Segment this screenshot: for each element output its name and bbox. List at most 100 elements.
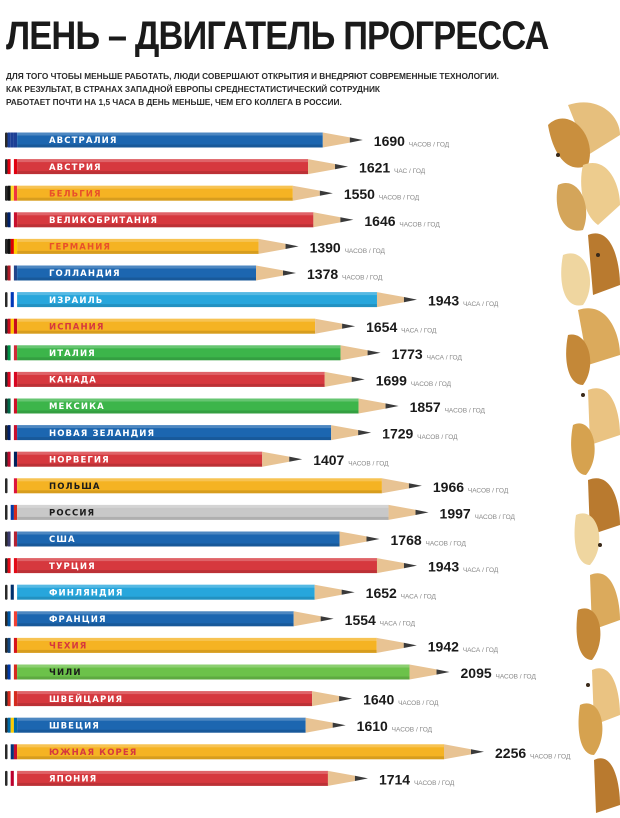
pencil-flag-stripe (7, 132, 11, 148)
pencil-cap (5, 770, 8, 786)
pencil-flag-stripe (7, 345, 11, 361)
pencil-lead (342, 323, 356, 329)
pencil-flag-stripe (10, 504, 14, 520)
pencil-flag-stripe (10, 637, 14, 653)
pencil-bar: АВСТРАЛИЯ 1690 ЧАСОВ / ГОД (5, 132, 450, 149)
unit-label: ЧАСОВ / ГОД (414, 780, 455, 787)
unit-label: ЧАСОВ / ГОД (417, 434, 458, 441)
pencil-flag-stripe (7, 611, 11, 627)
country-label: ГОЛЛАНДИЯ (49, 269, 121, 279)
pencil-cap (5, 159, 8, 175)
value-label: 1942 (428, 638, 459, 654)
pencil-flag-stripe (13, 132, 18, 148)
pencil-body (17, 345, 341, 361)
value-label: 1407 (313, 452, 344, 468)
pencil-wood (315, 318, 343, 334)
pencil-lead (320, 616, 334, 622)
pencil-flag-stripe (10, 691, 14, 707)
pencil-flag-stripe (13, 398, 18, 414)
pencil-cap (5, 584, 8, 600)
pencil-flag-stripe (10, 558, 14, 574)
pencil-cap (5, 717, 8, 733)
country-label: БЕЛЬГИЯ (49, 189, 102, 199)
pencil-highlight (17, 425, 332, 429)
pencil-flag-stripe (13, 558, 18, 574)
pencil-shadow (17, 330, 316, 334)
pencil-flag-stripe (10, 611, 14, 627)
pencil-flag-stripe (10, 371, 14, 387)
pencil-flag-stripe (13, 504, 18, 520)
pencil-lead (341, 589, 355, 595)
pencil-cap (5, 132, 8, 148)
pencil-wood (339, 531, 367, 547)
pencil-flag-stripe (13, 345, 18, 361)
pencil-bar: НОРВЕГИЯ 1407 ЧАСОВ / ГОД (5, 451, 389, 468)
pencil-shadow (17, 596, 315, 600)
pencil-flag-stripe (7, 717, 11, 733)
country-label: АВСТРАЛИЯ (49, 136, 118, 146)
unit-label: ЧАС / ГОД (394, 168, 426, 175)
unit-label: ЧАСА / ГОД (463, 647, 499, 654)
pencil-body (17, 504, 389, 520)
pencil-wood (292, 185, 320, 201)
country-label: США (49, 535, 76, 545)
pencil-body (17, 185, 293, 201)
pencil-body (17, 664, 410, 680)
value-label: 1550 (344, 186, 375, 202)
pencil-flag-stripe (13, 637, 18, 653)
pencil-flag-stripe (10, 318, 14, 334)
value-label: 1610 (357, 718, 388, 734)
pencil-highlight (17, 478, 382, 482)
pencil-bar: АВСТРИЯ 1621 ЧАС / ГОД (5, 159, 426, 176)
pencil-wood (322, 132, 350, 148)
pencil-bar: ТУРЦИЯ 1943 ЧАСА / ГОД (5, 558, 499, 575)
pencil-flag-stripe (7, 451, 11, 467)
pencil-highlight (17, 744, 444, 748)
pencil-wood (258, 238, 286, 254)
country-label: ЧЕХИЯ (49, 642, 87, 652)
pencil-wood (376, 637, 404, 653)
pencil-shadow (17, 490, 382, 494)
pencil-bar: ГЕРМАНИЯ 1390 ЧАСОВ / ГОД (5, 238, 386, 255)
pencil-flag-stripe (7, 318, 11, 334)
pencil-flag-stripe (10, 664, 14, 680)
pencil-flag-stripe (13, 664, 18, 680)
country-label: ИТАЛИЯ (49, 349, 96, 359)
unit-label: ЧАСА / ГОД (401, 594, 437, 601)
pencil-wood (308, 159, 336, 175)
pencil-shadow (17, 437, 332, 441)
pencil-flag-stripe (10, 159, 14, 175)
pencil-lead (367, 350, 381, 356)
value-label: 1768 (391, 532, 422, 548)
pencil-bar: США 1768 ЧАСОВ / ГОД (5, 531, 466, 548)
pencil-flag-stripe (7, 265, 11, 281)
country-label: МЕКСИКА (49, 402, 105, 412)
pencil-bar: БЕЛЬГИЯ 1550 ЧАСОВ / ГОД (5, 185, 420, 202)
subtitle-line: КАК РЕЗУЛЬТАТ, В СТРАНАХ ЗАПАДНОЙ ЕВРОПЫ… (6, 84, 380, 94)
pencil-flag-stripe (10, 345, 14, 361)
country-label: ШВЕЦИЯ (49, 721, 100, 731)
pencil-shadow (17, 410, 359, 414)
pencil-wood (331, 425, 359, 441)
unit-label: ЧАСОВ / ГОД (468, 487, 509, 494)
pencil-bar: ШВЕЙЦАРИЯ 1640 ЧАСОВ / ГОД (5, 691, 439, 708)
pencil-highlight (17, 504, 389, 508)
pencil-bar: ИЗРАИЛЬ 1943 ЧАСА / ГОД (5, 292, 499, 309)
pencil-shadow (17, 357, 341, 361)
pencil-highlight (17, 398, 359, 402)
pencil-body (17, 717, 306, 733)
pencil-flag-stripe (7, 185, 11, 201)
pencil-lead (349, 137, 363, 143)
unit-label: ЧАСА / ГОД (427, 354, 463, 361)
page-title: ЛЕНЬ – ДВИГАТЕЛЬ ПРОГРЕССА (6, 14, 549, 58)
value-label: 1943 (428, 293, 459, 309)
pencil-flag-stripe (7, 558, 11, 574)
pencil-highlight (17, 185, 293, 189)
pencil-flag-stripe (13, 265, 18, 281)
pencil-highlight (17, 318, 316, 322)
pencil-flag-stripe (7, 744, 11, 760)
pencil-cap (5, 451, 8, 467)
pencil-body (17, 318, 316, 334)
pencil-flag-stripe (13, 185, 18, 201)
pencil-cap (5, 398, 8, 414)
